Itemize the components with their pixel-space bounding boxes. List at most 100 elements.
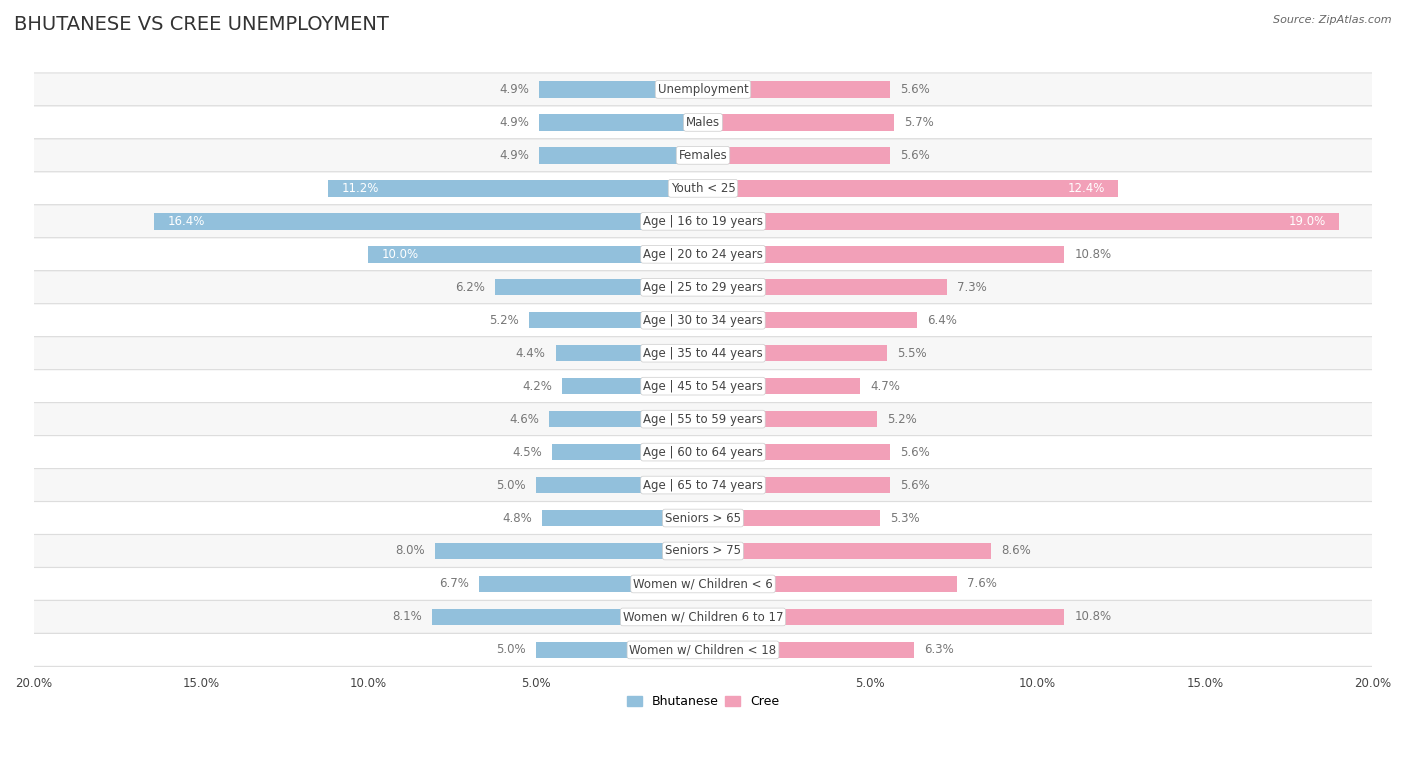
Text: 4.5%: 4.5% bbox=[513, 446, 543, 459]
Text: Source: ZipAtlas.com: Source: ZipAtlas.com bbox=[1274, 15, 1392, 25]
FancyBboxPatch shape bbox=[32, 139, 1374, 172]
Text: Age | 60 to 64 years: Age | 60 to 64 years bbox=[643, 446, 763, 459]
Bar bbox=[368, 246, 703, 263]
Text: 5.6%: 5.6% bbox=[900, 149, 931, 162]
Bar bbox=[478, 576, 703, 592]
Bar bbox=[436, 543, 703, 559]
Text: Women w/ Children 6 to 17: Women w/ Children 6 to 17 bbox=[623, 610, 783, 624]
Bar bbox=[703, 213, 1339, 229]
Bar bbox=[703, 543, 991, 559]
Text: 6.4%: 6.4% bbox=[928, 313, 957, 327]
Text: 4.4%: 4.4% bbox=[516, 347, 546, 360]
Bar bbox=[703, 609, 1064, 625]
Bar bbox=[536, 642, 703, 658]
FancyBboxPatch shape bbox=[32, 205, 1374, 238]
Text: Youth < 25: Youth < 25 bbox=[671, 182, 735, 195]
Text: 8.0%: 8.0% bbox=[395, 544, 425, 557]
FancyBboxPatch shape bbox=[32, 469, 1374, 502]
Text: 19.0%: 19.0% bbox=[1288, 215, 1326, 228]
Text: 7.6%: 7.6% bbox=[967, 578, 997, 590]
Text: Age | 20 to 24 years: Age | 20 to 24 years bbox=[643, 248, 763, 260]
Text: 16.4%: 16.4% bbox=[167, 215, 205, 228]
Text: 6.3%: 6.3% bbox=[924, 643, 953, 656]
Bar bbox=[703, 477, 890, 494]
FancyBboxPatch shape bbox=[32, 502, 1374, 534]
Bar bbox=[703, 411, 877, 428]
Text: 5.3%: 5.3% bbox=[890, 512, 920, 525]
Bar bbox=[703, 509, 880, 526]
Text: 4.2%: 4.2% bbox=[523, 380, 553, 393]
Text: 5.6%: 5.6% bbox=[900, 446, 931, 459]
Text: 4.9%: 4.9% bbox=[499, 149, 529, 162]
Bar bbox=[538, 81, 703, 98]
Text: Age | 55 to 59 years: Age | 55 to 59 years bbox=[643, 413, 763, 425]
FancyBboxPatch shape bbox=[32, 304, 1374, 337]
Bar bbox=[495, 279, 703, 295]
FancyBboxPatch shape bbox=[32, 534, 1374, 568]
FancyBboxPatch shape bbox=[32, 73, 1374, 106]
Bar bbox=[529, 312, 703, 329]
Text: Age | 25 to 29 years: Age | 25 to 29 years bbox=[643, 281, 763, 294]
Text: Males: Males bbox=[686, 116, 720, 129]
Bar bbox=[155, 213, 703, 229]
Legend: Bhutanese, Cree: Bhutanese, Cree bbox=[621, 690, 785, 713]
Bar bbox=[703, 642, 914, 658]
Bar bbox=[703, 114, 894, 131]
Bar bbox=[703, 378, 860, 394]
Bar bbox=[562, 378, 703, 394]
Text: Age | 45 to 54 years: Age | 45 to 54 years bbox=[643, 380, 763, 393]
Bar bbox=[703, 345, 887, 361]
Bar bbox=[432, 609, 703, 625]
Text: BHUTANESE VS CREE UNEMPLOYMENT: BHUTANESE VS CREE UNEMPLOYMENT bbox=[14, 15, 389, 34]
Text: Unemployment: Unemployment bbox=[658, 83, 748, 96]
Text: 4.9%: 4.9% bbox=[499, 116, 529, 129]
FancyBboxPatch shape bbox=[32, 172, 1374, 205]
Text: 8.6%: 8.6% bbox=[1001, 544, 1031, 557]
FancyBboxPatch shape bbox=[32, 271, 1374, 304]
Text: 10.0%: 10.0% bbox=[381, 248, 419, 260]
Text: 5.0%: 5.0% bbox=[496, 643, 526, 656]
Text: 6.7%: 6.7% bbox=[439, 578, 468, 590]
FancyBboxPatch shape bbox=[32, 568, 1374, 600]
Bar bbox=[703, 81, 890, 98]
Bar bbox=[703, 147, 890, 164]
Text: 10.8%: 10.8% bbox=[1074, 248, 1112, 260]
Bar bbox=[538, 147, 703, 164]
Text: 5.6%: 5.6% bbox=[900, 478, 931, 491]
Text: 12.4%: 12.4% bbox=[1067, 182, 1105, 195]
Bar bbox=[703, 246, 1064, 263]
FancyBboxPatch shape bbox=[32, 600, 1374, 634]
Bar bbox=[548, 411, 703, 428]
Text: 5.0%: 5.0% bbox=[496, 478, 526, 491]
Bar bbox=[553, 444, 703, 460]
Text: 10.8%: 10.8% bbox=[1074, 610, 1112, 624]
Text: 7.3%: 7.3% bbox=[957, 281, 987, 294]
Text: Seniors > 65: Seniors > 65 bbox=[665, 512, 741, 525]
Text: Seniors > 75: Seniors > 75 bbox=[665, 544, 741, 557]
FancyBboxPatch shape bbox=[32, 106, 1374, 139]
Text: Age | 65 to 74 years: Age | 65 to 74 years bbox=[643, 478, 763, 491]
Bar bbox=[703, 444, 890, 460]
Text: 4.6%: 4.6% bbox=[509, 413, 538, 425]
Text: 4.8%: 4.8% bbox=[502, 512, 533, 525]
Bar bbox=[328, 180, 703, 197]
Text: 6.2%: 6.2% bbox=[456, 281, 485, 294]
Text: 11.2%: 11.2% bbox=[342, 182, 378, 195]
Text: Age | 30 to 34 years: Age | 30 to 34 years bbox=[643, 313, 763, 327]
FancyBboxPatch shape bbox=[32, 369, 1374, 403]
Text: 8.1%: 8.1% bbox=[392, 610, 422, 624]
Text: 5.6%: 5.6% bbox=[900, 83, 931, 96]
Bar bbox=[703, 312, 917, 329]
Bar bbox=[538, 114, 703, 131]
Bar bbox=[703, 180, 1118, 197]
Bar bbox=[703, 279, 948, 295]
Bar bbox=[536, 477, 703, 494]
FancyBboxPatch shape bbox=[32, 337, 1374, 369]
Bar bbox=[555, 345, 703, 361]
Text: Age | 35 to 44 years: Age | 35 to 44 years bbox=[643, 347, 763, 360]
Text: Females: Females bbox=[679, 149, 727, 162]
Bar bbox=[703, 576, 957, 592]
Text: 5.7%: 5.7% bbox=[904, 116, 934, 129]
Text: 5.2%: 5.2% bbox=[489, 313, 519, 327]
Text: 4.9%: 4.9% bbox=[499, 83, 529, 96]
